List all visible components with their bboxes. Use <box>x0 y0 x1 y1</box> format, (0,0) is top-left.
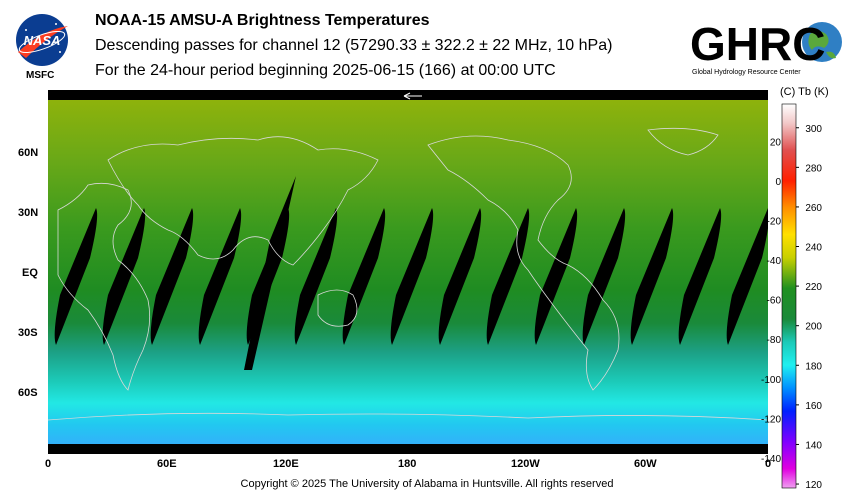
swath-gap <box>486 208 530 345</box>
period-description: For the 24-hour period beginning 2025-06… <box>95 62 556 79</box>
colorbar-kelvin-tick: 200 <box>805 322 822 333</box>
pass-description: Descending passes for channel 12 (57290.… <box>95 37 613 54</box>
colorbar-celsius-tick: 0 <box>775 177 781 188</box>
swath-gap <box>678 208 722 345</box>
swath-gap <box>534 208 578 345</box>
pass-direction-arrow-icon <box>403 92 422 100</box>
lon-label-60e: 60E <box>157 458 177 470</box>
colorbar-celsius-tick: 20 <box>770 137 782 148</box>
colorbar-celsius-tick: -60 <box>767 296 782 307</box>
lon-label-180: 180 <box>398 458 417 470</box>
colorbar-kelvin-tick: 120 <box>805 480 822 491</box>
colorbar-kelvin-tick: 240 <box>805 243 822 254</box>
colorbar-celsius-tick: -140 <box>761 454 781 465</box>
lon-label-120w: 120W <box>511 458 540 470</box>
lat-label-60n: 60N <box>18 147 39 159</box>
lon-label-120e: 120E <box>273 458 299 470</box>
colorbar-kelvin-tick: 220 <box>805 282 822 293</box>
coastlines <box>48 127 768 421</box>
data-gap-swaths <box>54 176 768 370</box>
swath-gap <box>198 208 242 345</box>
lon-label-0-right: 0 <box>765 458 772 470</box>
swath-gap <box>438 208 482 345</box>
colorbar-celsius-tick: -100 <box>761 375 781 386</box>
nasa-logo-text: NASA <box>24 33 61 48</box>
lat-label-60s: 60S <box>18 387 38 399</box>
swath-gap <box>630 208 674 345</box>
colorbar-kelvin-tick: 160 <box>805 401 822 412</box>
swath-gap <box>342 208 386 345</box>
colorbar-kelvin-tick: 260 <box>805 203 822 214</box>
lat-label-eq: EQ <box>22 267 38 279</box>
colorbar-kelvin-tick: 180 <box>805 361 822 372</box>
swath-gap <box>150 208 194 345</box>
swath-gap <box>294 208 338 345</box>
swath-gap <box>582 208 626 345</box>
copyright-notice: Copyright © 2025 The University of Alaba… <box>240 478 614 490</box>
colorbar-kelvin-tick: 280 <box>805 163 822 174</box>
swath-gap-large <box>244 176 296 370</box>
colorbar-celsius-tick: -80 <box>767 335 782 346</box>
colorbar-units: (C) Tb (K) <box>780 86 829 98</box>
colorbar: 300280260240220200180160140120200-20-40-… <box>761 103 822 491</box>
brightness-temperature-map <box>48 90 768 454</box>
ghrc-logo-caption: Global Hydrology Resource Center <box>692 69 801 76</box>
swath-gap <box>390 208 434 345</box>
colorbar-celsius-tick: -20 <box>767 216 782 227</box>
lat-label-30n: 30N <box>18 207 39 219</box>
lat-label-30s: 30S <box>18 327 38 339</box>
swath-gap <box>726 208 768 345</box>
nasa-logo: NASA <box>16 14 68 66</box>
msfc-label: MSFC <box>26 70 55 81</box>
lon-label-0: 0 <box>45 458 52 470</box>
colorbar-celsius-tick: -120 <box>761 414 781 425</box>
colorbar-celsius-tick: -40 <box>767 256 782 267</box>
page-title: NOAA-15 AMSU-A Brightness Temperatures <box>95 12 430 29</box>
ghrc-logo: GHRC Global Hydrology Resource Center <box>690 18 842 76</box>
colorbar-kelvin-tick: 300 <box>805 124 822 135</box>
swath-gap <box>54 208 98 345</box>
swath-gap <box>102 208 146 345</box>
ghrc-logo-text: GHRC <box>690 18 825 70</box>
colorbar-kelvin-tick: 140 <box>805 440 822 451</box>
lon-label-60w: 60W <box>634 458 657 470</box>
